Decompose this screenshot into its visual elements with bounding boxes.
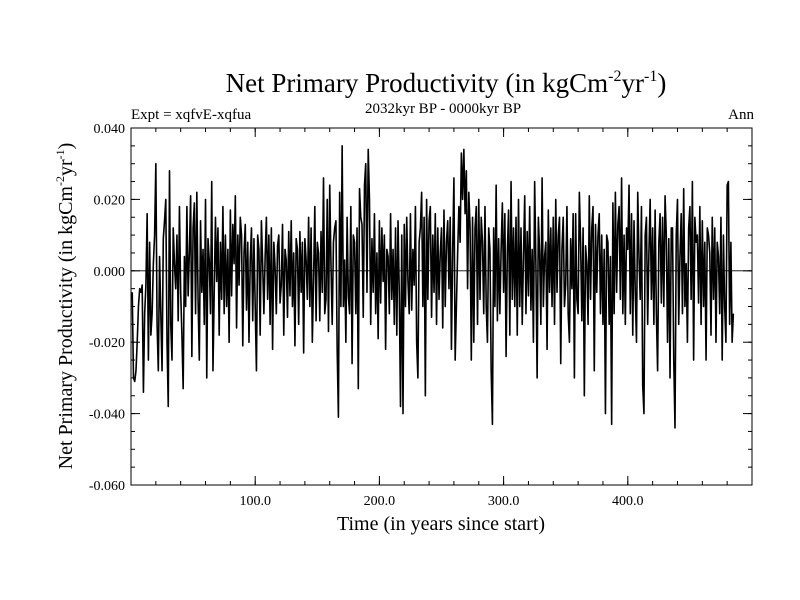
x-tick-label: 400.0 [612,494,644,509]
chart-title-sup-1: -2 [608,68,621,85]
y-tick-label: 0.020 [94,193,126,208]
y-tick-label: 0.040 [94,122,126,137]
experiment-label: Expt = xqfvE-xqfua [131,107,251,123]
chart-subtitle: 2032kyr BP - 0000kyr BP [365,101,521,117]
axis-ticks [131,127,752,486]
y-axis-label-main: Net Primary Productivity (in kgCm [55,186,77,470]
x-tick-labels: 100.0 200.0 300.0 400.0 [239,494,643,509]
y-axis-label-mid: yr [55,159,77,176]
plot-frame [130,127,753,486]
chart-title: Net Primary Productivity (in kgCm-2yr-1) [226,68,667,98]
y-tick-label: -0.060 [89,479,125,494]
y-tick-label: -0.040 [89,408,125,423]
chart-title-sup-2: -1 [644,68,657,85]
chart-title-end: ) [657,68,666,98]
y-tick-label: -0.020 [89,336,125,351]
x-tick-label: 200.0 [364,494,396,509]
season-label: Ann [728,107,754,123]
chart-title-main: Net Primary Productivity (in kgCm [226,68,608,98]
x-tick-label: 300.0 [488,494,520,509]
y-axis-label: Net Primary Productivity (in kgCm-2yr-1) [53,143,77,470]
chart-title-mid: yr [621,68,644,98]
x-axis-label: Time (in years since start) [337,513,545,535]
series-line-npp-anomaly [131,145,735,429]
x-tick-label: 100.0 [239,494,271,509]
y-axis-label-sup-2: -1 [53,149,67,159]
y-tick-labels: 0.040 0.020 0.000 -0.020 -0.040 -0.060 [89,122,125,494]
y-axis-label-end: ) [55,143,77,150]
y-axis-label-sup-1: -2 [53,176,67,186]
y-tick-label: 0.000 [94,265,126,280]
